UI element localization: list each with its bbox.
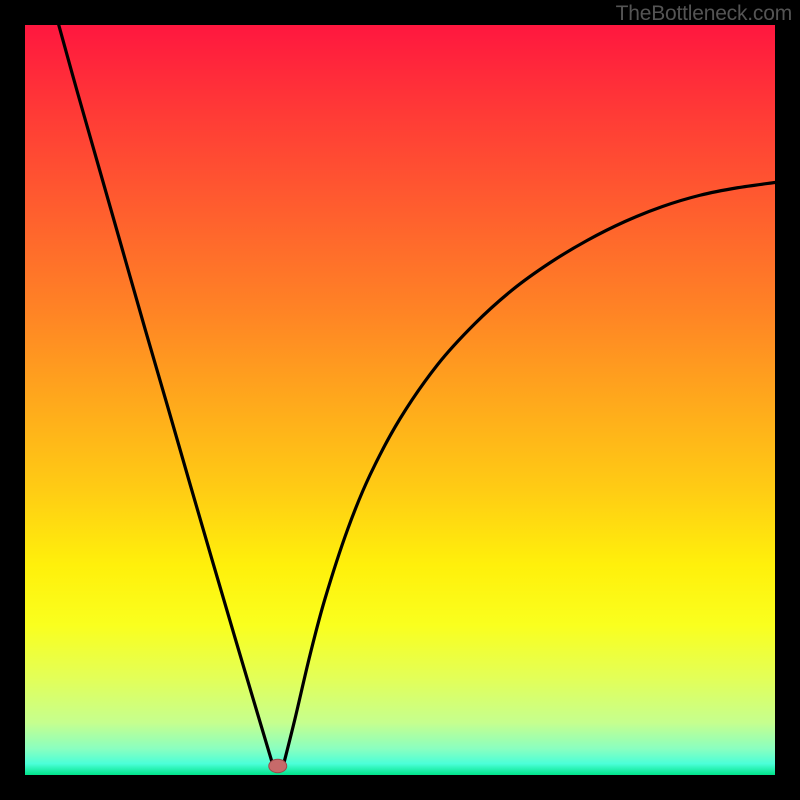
minimum-marker xyxy=(269,759,287,773)
chart-frame: TheBottleneck.com xyxy=(0,0,800,800)
watermark-text: TheBottleneck.com xyxy=(616,2,792,26)
plot-svg xyxy=(25,25,775,775)
plot-area xyxy=(25,25,775,775)
gradient-background xyxy=(25,25,775,775)
